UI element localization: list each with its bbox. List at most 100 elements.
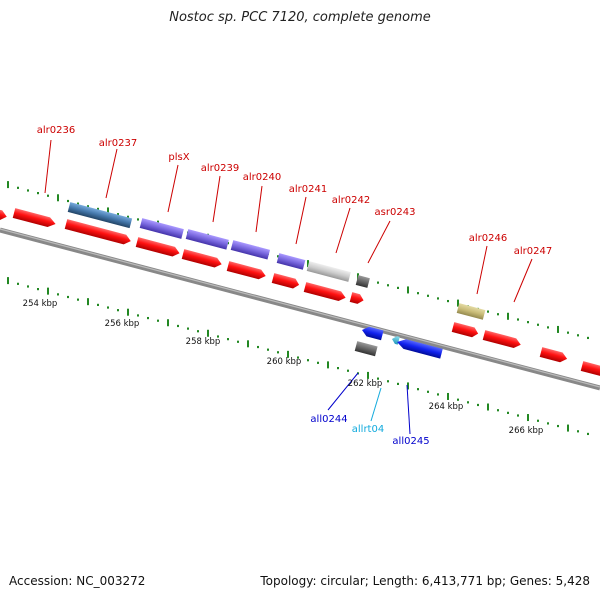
gene-arrow-plsX-lower[interactable] [135,237,181,258]
inner-scale-minor-tick [17,282,19,285]
scale-label-256kbp: 256 kbp [105,319,140,329]
gene-arrow-plsX[interactable] [139,218,184,239]
inner-scale-minor-tick [467,401,469,404]
inner-scale-major-tick [127,308,129,316]
inner-scale-minor-tick [67,295,69,299]
gene-arrow-asr0243[interactable] [349,292,365,305]
inner-scale-minor-tick [497,409,499,412]
gene-arrow-alr0247[interactable] [482,330,522,349]
inner-scale-minor-tick [417,388,419,391]
outer-scale-major-tick [307,260,309,268]
inner-scale-minor-tick [457,398,459,401]
inner-scale-major-tick [407,382,409,390]
outer-scale-minor-tick [277,255,279,258]
outer-scale-minor-tick [77,202,79,205]
outer-scale-minor-tick [17,186,19,189]
outer-scale-minor-tick [87,205,89,208]
gene-label-alr0239: alr0239 [201,163,239,174]
gene-arrow-alr0246-upper[interactable] [456,303,486,320]
gene-arrow-alr0239[interactable] [181,249,223,269]
inner-scale-minor-tick [237,340,239,343]
inner-scale-minor-tick [317,361,319,364]
outer-scale-minor-tick [387,284,389,287]
inner-scale-minor-tick [427,390,429,393]
gene-arrow-alr0246[interactable] [451,322,480,338]
inner-scale-minor-tick [97,303,99,307]
gene-arrow-all0244-lower[interactable] [354,341,378,357]
inner-scale-major-tick [47,287,49,295]
inner-scale-minor-tick [517,414,519,417]
gene-label-alr0240: alr0240 [243,172,281,183]
scale-label-258kbp: 258 kbp [186,337,221,347]
gene-arrow-alr0242[interactable] [303,282,347,302]
inner-scale-minor-tick [477,403,479,407]
gene-arrow-alr0241[interactable] [271,273,301,290]
genome-backbone-highlight [0,228,600,388]
gene-arrow-all0245[interactable] [396,337,443,359]
outer-scale-major-tick [107,207,109,215]
inner-scale-minor-tick [227,338,229,341]
gene-arrow-alr0242-upper[interactable] [306,261,351,282]
inner-scale-minor-tick [137,314,139,317]
gene-arrow-asr0243-upper[interactable] [355,275,370,288]
inner-scale-major-tick [87,298,89,306]
inner-scale-minor-tick [217,335,219,338]
scale-label-254kbp: 254 kbp [23,299,58,309]
gene-label-alr0236: alr0236 [37,125,75,136]
inner-scale-minor-tick [297,356,299,359]
outer-scale-minor-tick [427,294,429,297]
inner-scale-minor-tick [537,419,539,422]
gene-label-alr0241: alr0241 [289,184,327,195]
gene-arrow-left-edge[interactable] [0,209,8,221]
scale-label-266kbp: 266 kbp [509,426,544,436]
outer-scale-minor-tick [67,199,69,203]
outer-scale-minor-tick [487,310,489,313]
gene-label-alr0247: alr0247 [514,246,552,257]
gene-arrow-alr0241-upper[interactable] [276,253,306,270]
inner-scale-minor-tick [507,411,509,414]
inner-scale-minor-tick [437,393,439,396]
gene-arrow-all0244[interactable] [361,325,384,341]
gene-arrow-alr0237-upper[interactable] [67,202,133,229]
gene-arrow-alr0240-upper[interactable] [230,240,271,260]
outer-scale-major-tick [7,181,9,189]
outer-scale-minor-tick [37,192,39,195]
outer-scale-minor-tick [397,286,399,290]
outer-scale-major-tick [57,194,59,202]
gene-label-all0245: all0245 [392,436,429,447]
genome-backbone [0,227,600,391]
gene-arrow-alr0239-upper[interactable] [185,229,229,250]
outer-scale-minor-tick [377,281,379,284]
inner-scale-minor-tick [347,369,349,372]
inner-scale-minor-tick [587,432,589,436]
outer-scale-minor-tick [127,215,129,218]
inner-scale-major-tick [247,340,249,348]
inner-scale-minor-tick [397,382,399,386]
outer-scale-minor-tick [497,313,499,316]
inner-scale-major-tick [207,329,209,337]
outer-scale-major-tick [457,299,459,307]
inner-scale-minor-tick [547,422,549,425]
gene-label-all0244: all0244 [310,414,347,425]
outer-scale-minor-tick [117,213,119,216]
outer-scale-minor-tick [47,194,49,197]
inner-scale-minor-tick [77,298,79,301]
gene-arrow-right-a[interactable] [539,347,569,364]
outer-scale-major-tick [507,312,509,320]
outer-scale-minor-tick [437,297,439,300]
gene-arrow-right-b[interactable] [580,361,600,378]
outer-scale-minor-tick [547,326,549,329]
inner-scale-minor-tick [557,424,559,428]
accession-text: Accession: NC_003272 [9,574,146,588]
gene-label-allrt04: allrt04 [352,424,384,435]
gene-arrow-alr0240[interactable] [226,261,267,281]
gene-arrow-alr0237[interactable] [64,219,132,246]
inner-scale-minor-tick [267,348,269,351]
outer-scale-minor-tick [137,218,139,221]
gene-arrow-alr0236[interactable] [12,208,57,229]
leader-lines [44,139,533,435]
outer-scale-minor-tick [567,331,569,334]
inner-scale-minor-tick [337,367,339,370]
inner-scale-minor-tick [107,306,109,309]
inner-scale-major-tick [367,371,369,379]
